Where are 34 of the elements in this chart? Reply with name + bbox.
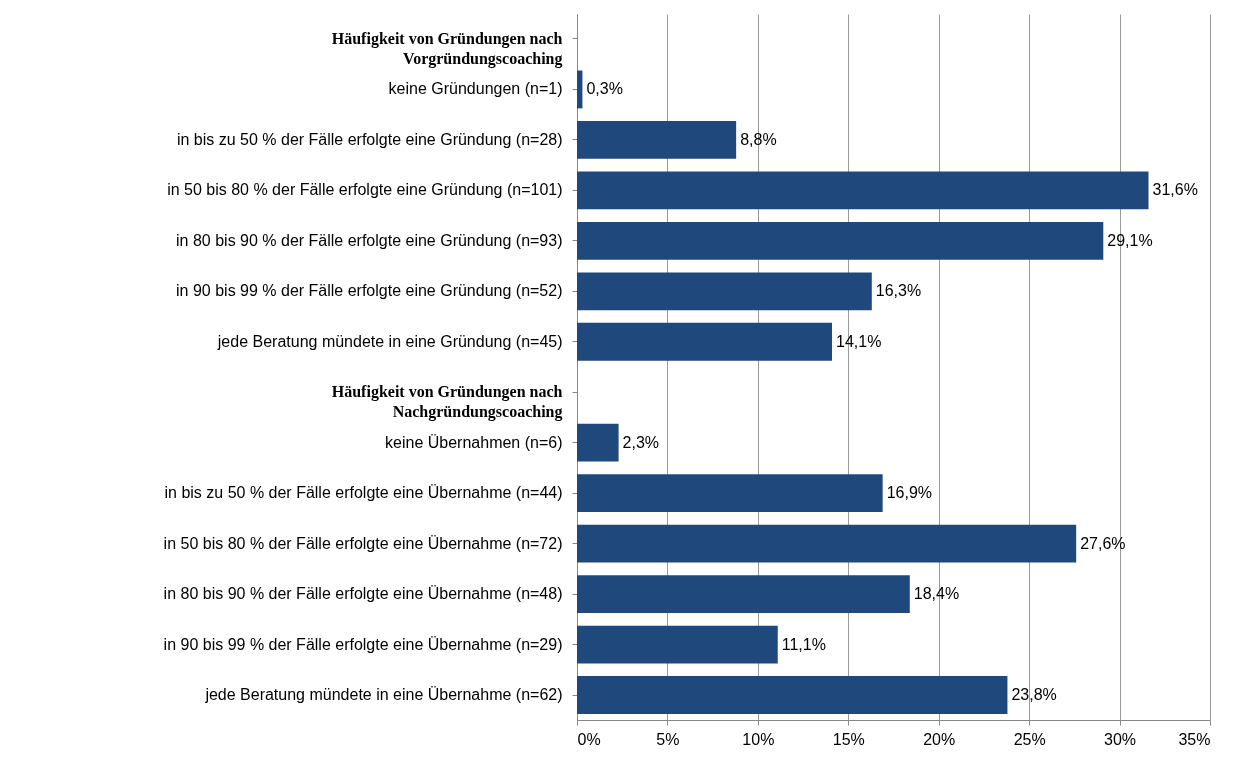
data-label: 23,8% [1011,686,1057,704]
y-tick-label: in bis zu 50 % der Fälle erfolgte eine Übernahme (n=44) [164,484,563,502]
data-label: 16,3% [875,282,922,300]
y-tick-label: in 50 bis 80 % der Fälle erfolgte eine Übernahme (n=72) [163,534,563,552]
y-tick-label: Häufigkeit von Gründungen nach Nachgründungscoaching [331,383,563,422]
data-label: 11,1% [781,635,826,653]
y-tick-label: keine Gründungen (n=1) [388,80,563,98]
y-tick-label: in 90 bis 99 % der Fälle erfolgte eine Übernahme (n=29) [163,635,563,653]
data-label: 31,6% [1152,181,1198,199]
data-label: 0,3% [586,80,623,98]
x-tick-label: 5% [656,730,680,748]
y-tick-label: in 50 bis 80 % der Fälle erfolgte eine Gründung (n=101) [167,181,563,199]
y-tick-label: keine Übernahmen (n=6) [385,433,563,451]
x-tick-label: 20% [923,730,956,748]
data-label: 8,8% [740,130,777,148]
x-tick-label: 35% [1178,730,1211,748]
x-tick-label: 15% [832,730,865,748]
y-tick-label: in bis zu 50 % der Fälle erfolgte eine Gründung (n=28) [176,130,563,148]
y-tick-label: jede Beratung mündete in eine Gründung (n=45) [216,332,563,350]
data-label: 29,1% [1107,231,1153,249]
y-tick-label: in 80 bis 90 % der Fälle erfolgte eine Übernahme (n=48) [163,585,563,603]
x-tick-label: 30% [1104,730,1137,748]
data-label: 18,4% [913,585,960,603]
data-label: 27,6% [1080,534,1126,552]
y-tick-label: Häufigkeit von Gründungen nach Vorgründungscoaching [331,29,563,68]
data-label: 2,3% [622,433,660,451]
x-tick-label: 25% [1013,730,1046,748]
x-tick-label: 0% [577,730,601,748]
y-tick-label: in 90 bis 99 % der Fälle erfolgte eine Gründung (n=52) [176,282,563,300]
data-label: 14,1% [836,332,882,350]
y-tick-label: in 80 bis 90 % der Fälle erfolgte eine Gründung (n=93) [176,231,563,249]
x-tick-label: 10% [742,730,775,748]
data-label: 16,9% [886,484,933,502]
y-tick-label: jede Beratung mündete in eine Übernahme (n=62) [204,686,563,704]
